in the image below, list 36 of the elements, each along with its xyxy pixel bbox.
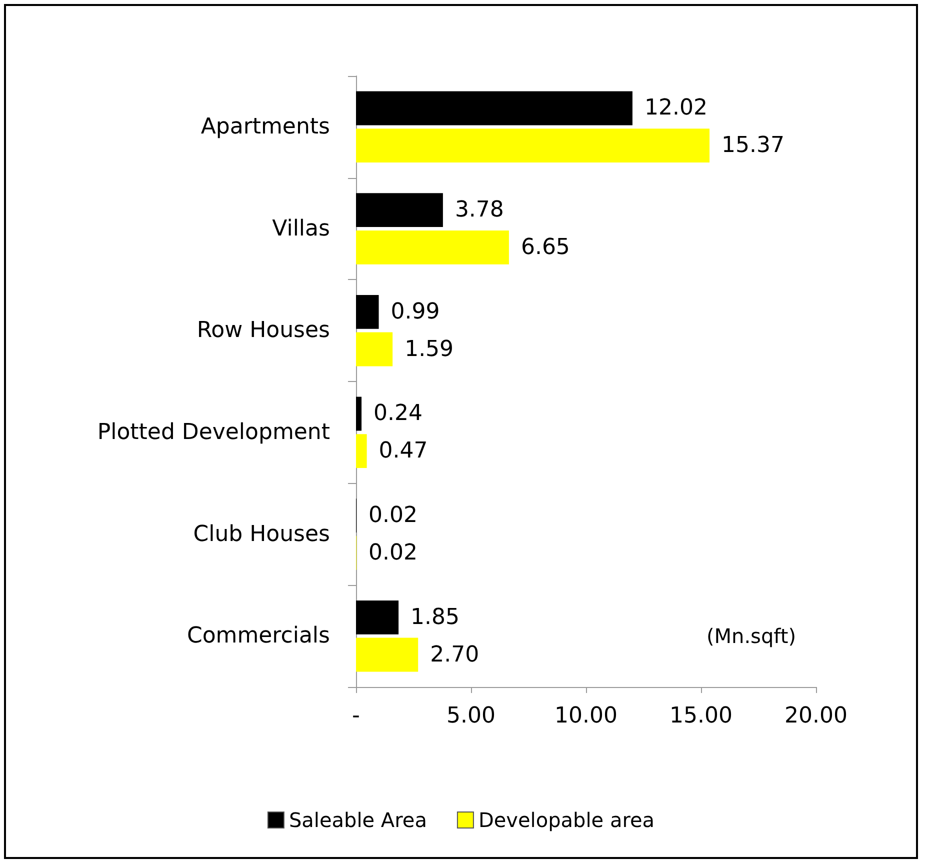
bar	[356, 600, 399, 634]
annotation: (Mn.sqft)	[706, 624, 796, 648]
y-tick-label: Apartments	[200, 114, 330, 140]
bar	[356, 294, 379, 329]
data-label: 6.65	[520, 234, 570, 260]
y-tick-label: Plotted Development	[97, 420, 330, 445]
y-tick-label: Commercials	[186, 624, 330, 649]
data-label: 0.02	[368, 540, 418, 566]
y-tick-label: Villas	[272, 216, 330, 242]
data-label: 2.70	[430, 642, 480, 668]
data-label: 12.02	[644, 96, 708, 121]
data-label: 0.24	[374, 401, 423, 426]
data-label: 0.02	[368, 503, 418, 528]
y-tick-label: Club Houses	[193, 522, 330, 547]
legend-label: Developable area	[478, 808, 655, 832]
bar	[356, 332, 393, 366]
bar	[356, 230, 509, 264]
bar	[356, 91, 632, 126]
y-tick-label: Row Houses	[196, 318, 330, 344]
bar	[356, 128, 710, 163]
x-tick-label: 10.00	[554, 704, 618, 728]
bar	[356, 396, 362, 431]
x-tick-label: -	[352, 704, 360, 728]
data-label: 0.47	[378, 438, 428, 464]
data-label: 1.59	[404, 336, 454, 362]
x-tick-label: 15.00	[670, 704, 732, 728]
x-tick-label: 5.00	[446, 704, 496, 728]
data-label: 3.78	[454, 198, 504, 223]
legend-label: Saleable Area	[288, 808, 427, 832]
bar	[356, 434, 367, 468]
x-tick-label: 20.00	[784, 704, 848, 728]
data-label: 0.99	[390, 299, 440, 324]
bar	[356, 638, 418, 672]
data-label: 1.85	[410, 604, 460, 630]
bar	[356, 193, 443, 228]
data-label: 15.37	[722, 133, 784, 158]
